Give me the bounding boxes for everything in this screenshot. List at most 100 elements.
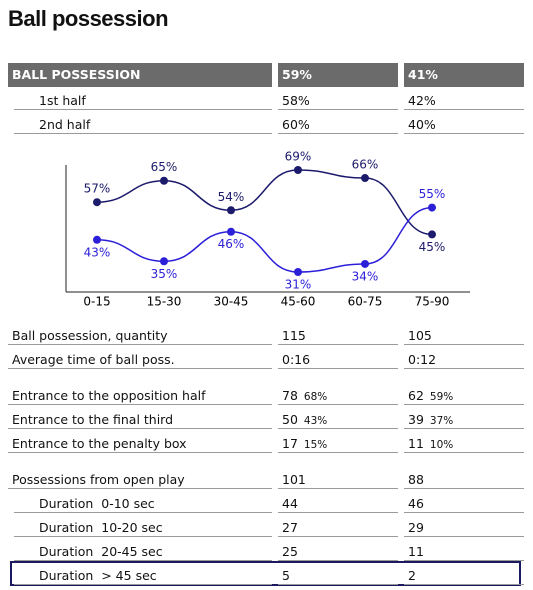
cell-share: 68% [303,391,328,403]
cell-share: 10% [429,439,454,451]
cell-value: 17 [282,436,298,451]
data-point [294,166,302,174]
cell-value: 39 [408,412,424,427]
table-cell: 60% [278,111,398,134]
table-cell: Entrance to the final third [8,406,272,429]
data-label: 57% [84,182,111,196]
cell-share: 15% [303,439,328,451]
table-cell: 40% [404,111,524,134]
x-tick-label: 15-30 [147,295,182,309]
table-cell: 29 [404,514,524,537]
cell-value: 11 [408,436,424,451]
table-cell: 41% [404,63,524,87]
data-label: 35% [151,267,178,281]
table-cell: 58% [278,87,398,110]
table-cell: Duration 10-20 sec [14,514,272,537]
highlight-box [10,561,521,586]
table-cell: Entrance to the opposition half [8,382,272,405]
table-cell: 42% [404,87,524,110]
table-cell: 105 [404,322,524,345]
table-row: Duration > 45 sec 5 2 [8,562,524,586]
data-label: 69% [285,150,312,164]
data-label: 54% [218,190,245,204]
data-point [160,176,168,185]
table-cell: 0:16 [278,346,398,369]
table-cell: Duration 20-45 sec [14,538,272,561]
x-tick-label: 0-15 [83,295,110,309]
table-cell: 101 [278,466,398,489]
table-cell: 39 37% [404,406,524,429]
table-cell: Ball possession, quantity [8,322,272,345]
data-label: 31% [285,278,312,292]
series-line [96,169,433,236]
table-cell: 44 [278,490,398,513]
table-row: BALL POSSESSION 59% 41% [8,63,524,87]
table-cell: 5 [278,562,398,585]
data-label: 45% [419,240,446,254]
cell-value: 62 [408,388,424,403]
table-cell: Duration 0-10 sec [14,490,272,513]
cell-share: 37% [429,415,454,427]
data-label: 66% [352,158,379,172]
table-cell: 25 [278,538,398,561]
data-point [227,227,235,236]
data-point [294,268,302,276]
data-point [361,174,369,183]
table-row: Duration 10-20 sec 27 29 [8,514,524,538]
table-row: Average time of ball poss. 0:16 0:12 [8,346,524,370]
data-label: 55% [419,187,446,201]
x-tick-label: 45-60 [281,295,316,309]
table-row: Entrance to the penalty box 17 15% 11 10% [8,430,524,454]
cell-share: 59% [429,391,454,403]
table-cell: 0:12 [404,346,524,369]
table-cell: 11 10% [404,430,524,453]
table-row: 2nd half 60% 40% [8,111,524,135]
cell-share: 43% [303,415,328,427]
data-label: 65% [151,160,178,174]
data-point [428,203,436,212]
page-title: Ball possession [8,6,169,31]
table-cell: 88 [404,466,524,489]
table-cell: BALL POSSESSION [8,63,272,87]
table-cell: 59% [278,63,398,87]
table-row: Possessions from open play 101 88 [8,466,524,490]
table-row: Duration 0-10 sec 44 46 [8,490,524,514]
table-cell: 27 [278,514,398,537]
data-point [160,257,168,266]
data-label: 34% [352,269,379,283]
x-tick-label: 75-90 [415,295,450,309]
table-cell: 2 [404,562,524,585]
cell-value: 78 [282,388,298,403]
table-cell: Entrance to the penalty box [8,430,272,453]
table-row: Ball possession, quantity 115 105 [8,322,524,346]
table-cell: 62 59% [404,382,524,405]
table-cell: Duration > 45 sec [14,562,272,585]
table-cell: 50 43% [278,406,398,429]
table-cell: Average time of ball poss. [8,346,272,369]
x-tick-label: 30-45 [214,295,249,309]
data-point [93,235,101,244]
data-point [361,259,369,268]
table-row: Duration 20-45 sec 25 11 [8,538,524,562]
table-cell: 17 15% [278,430,398,453]
table-cell: 46 [404,490,524,513]
table-cell: 2nd half [14,111,272,134]
data-label: 46% [218,237,245,251]
series-line [96,206,433,273]
table-row: 1st half 58% 42% [8,87,524,111]
data-label: 43% [84,245,111,259]
table-cell: 11 [404,538,524,561]
table-cell: 1st half [14,87,272,110]
x-tick-label: 60-75 [348,295,383,309]
table-row: Entrance to the opposition half 78 68% 62 59… [8,382,524,406]
cell-value: 50 [282,412,298,427]
data-point [227,206,235,215]
table-row: Entrance to the final third 50 43% 39 37% [8,406,524,430]
data-point [93,198,101,207]
chart: 0-15 15-30 30-45 45-60 60-75 75-90 57% 65% 54% 69… [65,150,470,309]
data-point [428,230,436,239]
table-cell: Possessions from open play [8,466,272,489]
table-cell: 115 [278,322,398,345]
table-cell: 78 68% [278,382,398,405]
